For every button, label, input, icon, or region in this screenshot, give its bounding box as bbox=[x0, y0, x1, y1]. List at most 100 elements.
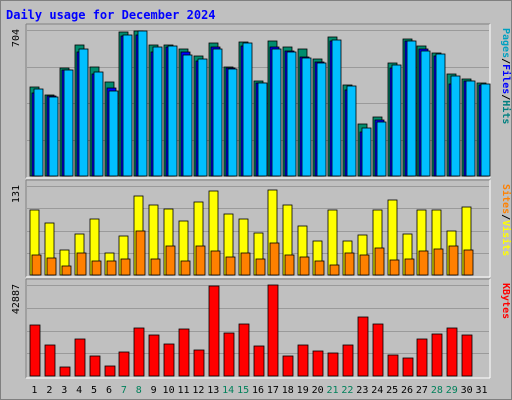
bar-hits-pages-day-30 bbox=[465, 80, 476, 177]
x-tick-label-day-3: 3 bbox=[61, 385, 67, 396]
panel-axis-legend: KBytes bbox=[500, 283, 511, 319]
bars-visits bbox=[29, 189, 474, 276]
bar-hits-pages-day-12 bbox=[197, 58, 208, 177]
bar-hits-pages-day-21 bbox=[331, 39, 342, 177]
bar-visits-sites-day-25 bbox=[389, 259, 400, 276]
bars-hits bbox=[29, 30, 491, 177]
bar-kbytes-kbytes-day-21 bbox=[327, 352, 339, 377]
bar-hits-pages-day-29 bbox=[450, 75, 461, 177]
bar-kbytes-kbytes-day-5 bbox=[89, 355, 101, 377]
bar-visits-sites-day-10 bbox=[165, 245, 176, 276]
panel-kbytes: 42887 KBytes bbox=[11, 278, 511, 379]
bar-hits-pages-day-14 bbox=[227, 68, 238, 177]
x-axis-tick-labels: 1 2 3 4 5 6 7 8 9 10 11 12 13 14 15 16 17 18 19 20 21 22 23 24 2… bbox=[31, 385, 487, 396]
bar-visits-sites-day-18 bbox=[284, 254, 295, 276]
bar-kbytes-kbytes-day-6 bbox=[104, 365, 116, 377]
bar-hits-pages-day-16 bbox=[257, 82, 268, 177]
bar-visits-sites-day-12 bbox=[195, 245, 206, 276]
bar-hits-pages-day-9 bbox=[152, 46, 163, 177]
bar-visits-sites-day-21 bbox=[329, 264, 340, 276]
bar-hits-pages-day-28 bbox=[435, 53, 446, 177]
bar-kbytes-kbytes-day-25 bbox=[387, 354, 399, 377]
x-tick-label-day-24: 24 bbox=[371, 385, 383, 396]
bar-kbytes-kbytes-day-28 bbox=[431, 333, 443, 377]
bar-hits-pages-day-6 bbox=[108, 90, 119, 177]
bar-kbytes-kbytes-day-9 bbox=[148, 334, 160, 377]
bar-visits-sites-day-14 bbox=[225, 256, 236, 276]
bar-visits-sites-day-8 bbox=[135, 230, 146, 276]
bar-hits-pages-day-31 bbox=[480, 83, 491, 177]
bar-kbytes-kbytes-day-20 bbox=[312, 350, 324, 377]
y-axis-max-label: 704 bbox=[11, 29, 22, 47]
x-tick-label-day-2: 2 bbox=[46, 385, 52, 396]
bar-hits-pages-day-22 bbox=[346, 85, 357, 177]
legend-text: / bbox=[500, 214, 511, 220]
legend-text: Visits bbox=[500, 220, 512, 256]
bar-kbytes-kbytes-day-11 bbox=[178, 328, 190, 377]
x-tick-label-day-18: 18 bbox=[282, 385, 294, 396]
bar-hits-pages-day-20 bbox=[316, 62, 327, 177]
bar-visits-sites-day-16 bbox=[255, 258, 266, 276]
bar-kbytes-kbytes-day-13 bbox=[208, 285, 220, 377]
bar-visits-sites-day-26 bbox=[404, 258, 415, 276]
bar-visits-sites-day-19 bbox=[299, 256, 310, 276]
x-tick-label-day-20: 20 bbox=[312, 385, 324, 396]
bar-hits-pages-day-5 bbox=[93, 71, 104, 177]
bar-hits-pages-day-2 bbox=[48, 96, 59, 177]
bar-kbytes-kbytes-day-19 bbox=[297, 344, 309, 377]
bar-visits-sites-day-9 bbox=[150, 258, 161, 276]
x-tick-label-day-16: 16 bbox=[252, 385, 264, 396]
bar-visits-sites-day-5 bbox=[91, 260, 102, 276]
panel-axis-legend: Pages/Files/Hits bbox=[500, 28, 512, 124]
bar-kbytes-kbytes-day-10 bbox=[163, 343, 175, 377]
x-tick-label-day-12: 12 bbox=[192, 385, 204, 396]
x-tick-label-day-29: 29 bbox=[446, 385, 458, 396]
bar-hits-pages-day-7 bbox=[122, 34, 133, 177]
bar-kbytes-kbytes-day-17 bbox=[267, 284, 279, 377]
bar-kbytes-kbytes-day-12 bbox=[193, 349, 205, 377]
x-tick-label-day-15: 15 bbox=[237, 385, 249, 396]
bar-kbytes-kbytes-day-7 bbox=[118, 351, 130, 377]
x-tick-label-day-5: 5 bbox=[91, 385, 97, 396]
legend-text: KBytes bbox=[500, 283, 511, 319]
bar-visits-sites-day-20 bbox=[314, 260, 325, 276]
bar-visits-sites-day-15 bbox=[240, 252, 251, 276]
x-tick-label-day-8: 8 bbox=[136, 385, 142, 396]
legend-text: / bbox=[500, 94, 511, 100]
bar-visits-sites-day-23 bbox=[359, 254, 370, 276]
bar-visits-sites-day-28 bbox=[433, 248, 444, 276]
bar-visits-sites-day-22 bbox=[344, 252, 355, 276]
bar-visits-sites-day-11 bbox=[180, 260, 191, 276]
bar-kbytes-kbytes-day-15 bbox=[238, 323, 250, 377]
x-tick-label-day-10: 10 bbox=[163, 385, 175, 396]
bar-visits-sites-day-6 bbox=[106, 260, 117, 276]
x-tick-label-day-28: 28 bbox=[431, 385, 443, 396]
bar-hits-pages-day-15 bbox=[242, 42, 253, 177]
legend-text: Files bbox=[500, 64, 512, 94]
x-tick-label-day-7: 7 bbox=[121, 385, 127, 396]
x-tick-label-day-17: 17 bbox=[267, 385, 279, 396]
x-tick-label-day-4: 4 bbox=[76, 385, 82, 396]
x-tick-label-day-31: 31 bbox=[476, 385, 488, 396]
legend-text: / bbox=[500, 58, 511, 64]
bar-hits-pages-day-4 bbox=[78, 48, 89, 177]
bar-kbytes-kbytes-day-30 bbox=[461, 334, 473, 377]
bar-visits-sites-day-3 bbox=[61, 265, 72, 276]
bar-kbytes-kbytes-day-29 bbox=[446, 327, 458, 377]
x-tick-label-day-11: 11 bbox=[177, 385, 189, 396]
bar-hits-pages-day-27 bbox=[420, 50, 431, 177]
x-tick-label-day-30: 30 bbox=[461, 385, 473, 396]
x-tick-label-day-23: 23 bbox=[356, 385, 368, 396]
bar-hits-pages-day-3 bbox=[63, 69, 74, 177]
x-tick-label-day-21: 21 bbox=[326, 385, 338, 396]
legend-text: Hits bbox=[500, 100, 512, 124]
bar-visits-sites-day-29 bbox=[448, 245, 459, 276]
bars-kbytes bbox=[29, 284, 473, 377]
bar-hits-pages-day-8 bbox=[137, 30, 148, 177]
bar-hits-pages-day-24 bbox=[376, 121, 387, 177]
bar-visits-sites-day-13 bbox=[210, 250, 221, 276]
bar-kbytes-kbytes-day-26 bbox=[402, 357, 414, 377]
